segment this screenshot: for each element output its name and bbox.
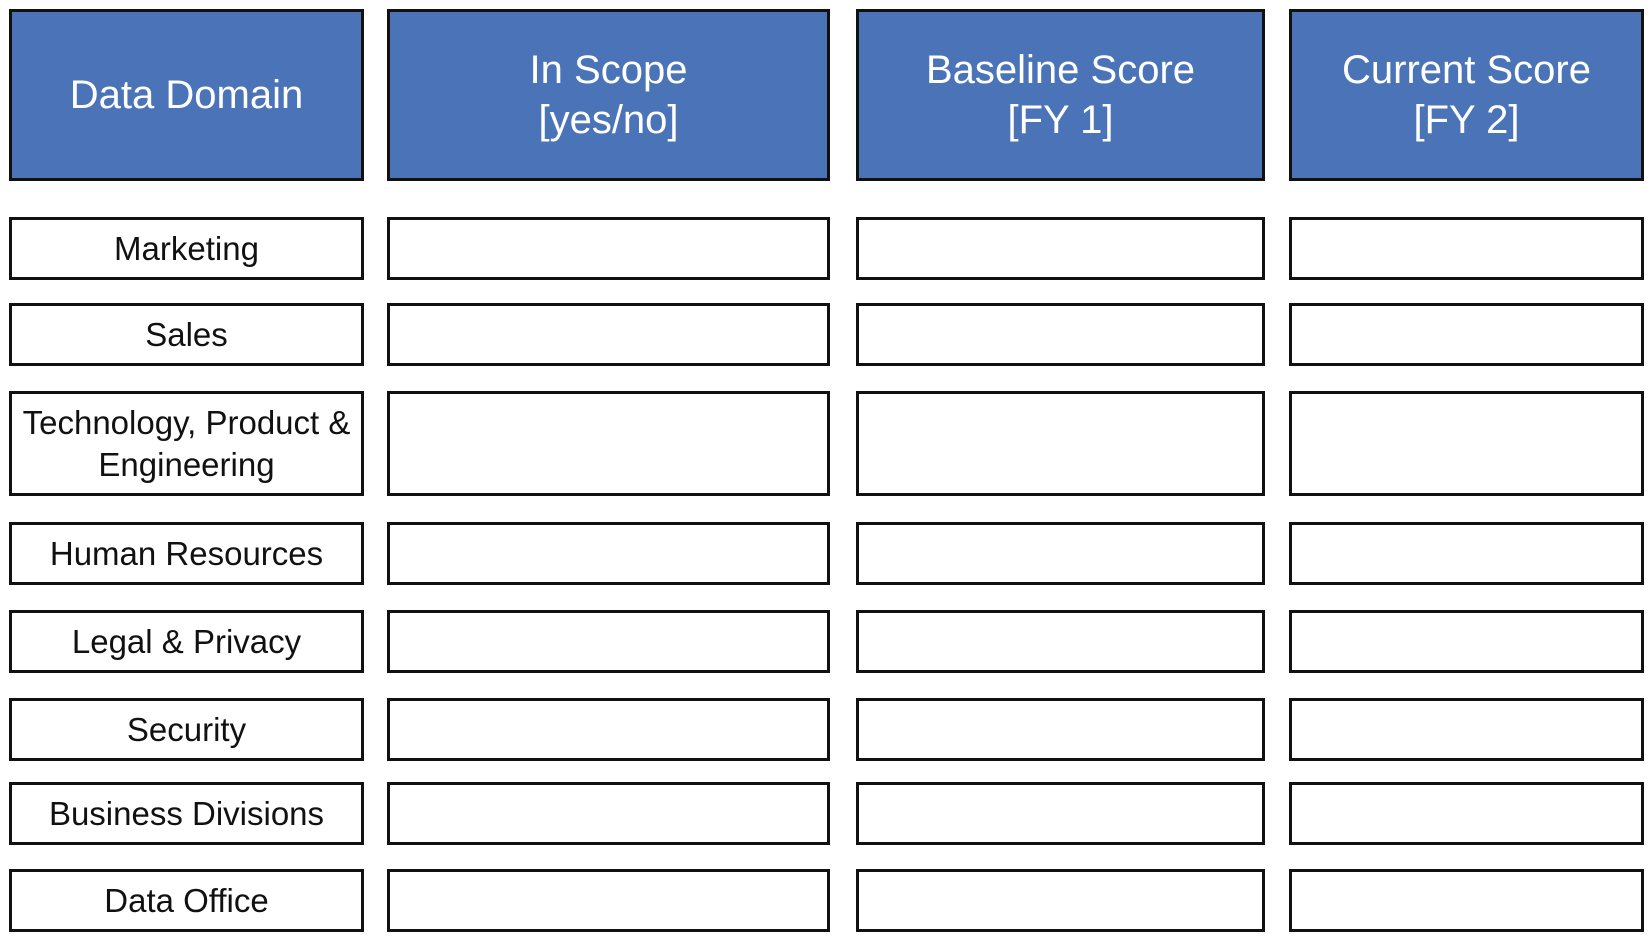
current-score-cell-sales[interactable] (1289, 303, 1644, 366)
domain-label-technology-product-engineering: Technology, Product & Engineering (9, 391, 364, 496)
header-data-domain: Data Domain (9, 9, 364, 181)
domain-label-security: Security (9, 698, 364, 761)
in-scope-cell-legal-privacy[interactable] (387, 610, 830, 673)
current-score-cell-data-office[interactable] (1289, 869, 1644, 932)
domain-label-legal-privacy: Legal & Privacy (9, 610, 364, 673)
current-score-cell-legal-privacy[interactable] (1289, 610, 1644, 673)
header-in-scope: In Scope [yes/no] (387, 9, 830, 181)
domain-label-sales: Sales (9, 303, 364, 366)
baseline-score-cell-marketing[interactable] (856, 217, 1265, 280)
in-scope-cell-technology-product-engineering[interactable] (387, 391, 830, 496)
in-scope-cell-data-office[interactable] (387, 869, 830, 932)
baseline-score-cell-technology-product-engineering[interactable] (856, 391, 1265, 496)
current-score-cell-security[interactable] (1289, 698, 1644, 761)
in-scope-cell-marketing[interactable] (387, 217, 830, 280)
current-score-cell-business-divisions[interactable] (1289, 782, 1644, 845)
baseline-score-cell-business-divisions[interactable] (856, 782, 1265, 845)
in-scope-cell-security[interactable] (387, 698, 830, 761)
baseline-score-cell-human-resources[interactable] (856, 522, 1265, 585)
domain-label-data-office: Data Office (9, 869, 364, 932)
baseline-score-cell-sales[interactable] (856, 303, 1265, 366)
baseline-score-cell-legal-privacy[interactable] (856, 610, 1265, 673)
domain-label-marketing: Marketing (9, 217, 364, 280)
current-score-cell-technology-product-engineering[interactable] (1289, 391, 1644, 496)
domain-label-business-divisions: Business Divisions (9, 782, 364, 845)
in-scope-cell-business-divisions[interactable] (387, 782, 830, 845)
current-score-cell-marketing[interactable] (1289, 217, 1644, 280)
in-scope-cell-human-resources[interactable] (387, 522, 830, 585)
in-scope-cell-sales[interactable] (387, 303, 830, 366)
domain-label-human-resources: Human Resources (9, 522, 364, 585)
current-score-cell-human-resources[interactable] (1289, 522, 1644, 585)
baseline-score-cell-security[interactable] (856, 698, 1265, 761)
header-current-score: Current Score [FY 2] (1289, 9, 1644, 181)
baseline-score-cell-data-office[interactable] (856, 869, 1265, 932)
header-baseline-score: Baseline Score [FY 1] (856, 9, 1265, 181)
